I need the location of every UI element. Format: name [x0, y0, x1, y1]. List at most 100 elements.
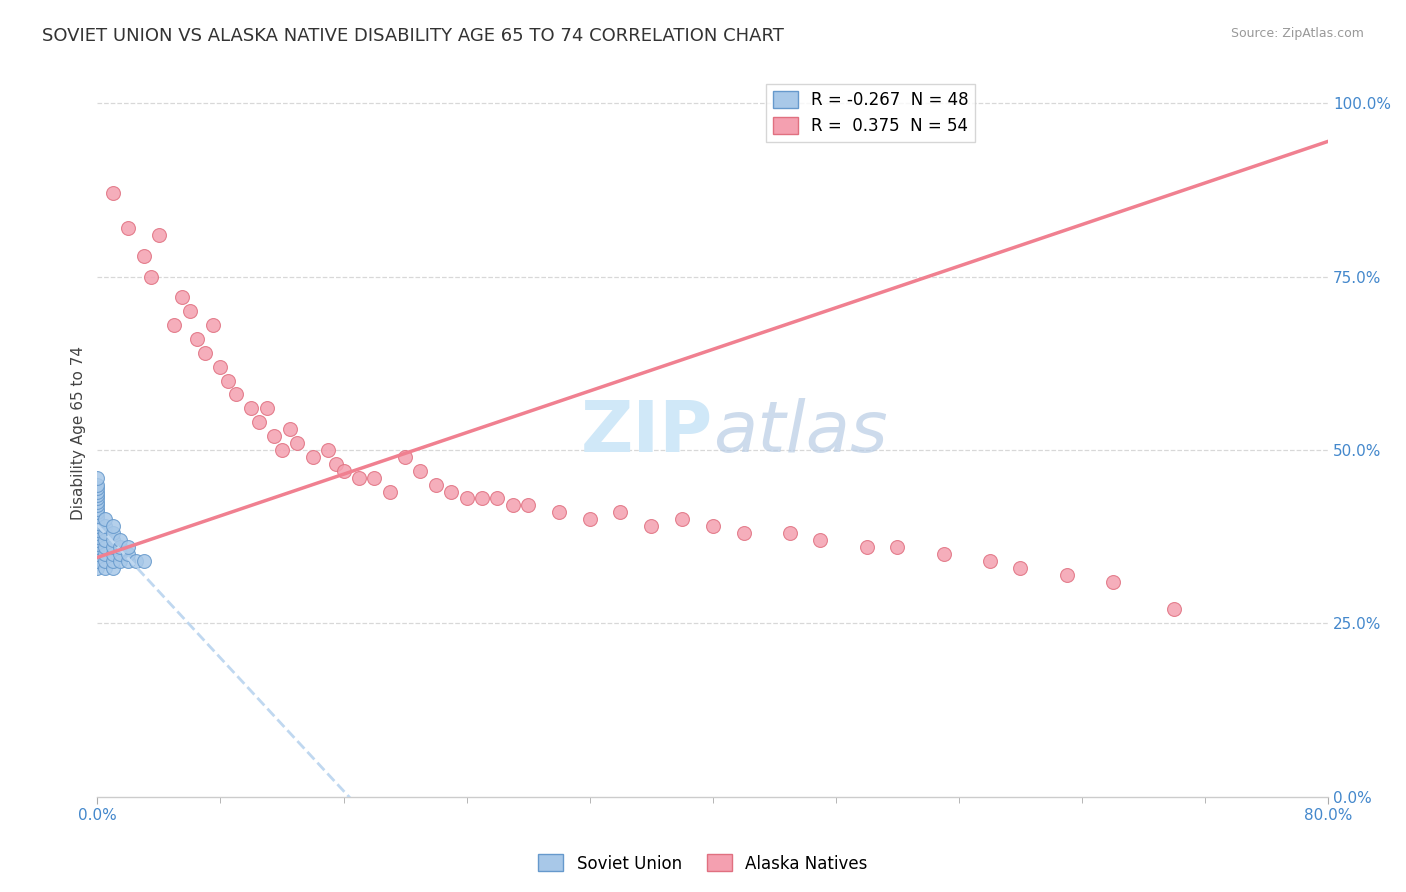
- Point: [779, 526, 801, 541]
- Point: [201, 318, 224, 332]
- Point: [1101, 574, 1123, 589]
- Point: [363, 471, 385, 485]
- Point: [101, 526, 124, 541]
- Point: [325, 457, 347, 471]
- Point: [110, 533, 132, 547]
- Legend: R = -0.267  N = 48, R =  0.375  N = 54: R = -0.267 N = 48, R = 0.375 N = 54: [766, 84, 976, 142]
- Point: [1010, 561, 1032, 575]
- Point: [979, 554, 1001, 568]
- Point: [94, 533, 117, 547]
- Point: [86, 547, 108, 561]
- Point: [101, 561, 124, 575]
- Point: [125, 554, 148, 568]
- Point: [101, 186, 124, 201]
- Point: [94, 540, 117, 554]
- Point: [1163, 602, 1185, 616]
- Point: [86, 536, 108, 550]
- Text: atlas: atlas: [713, 398, 887, 467]
- Point: [94, 554, 117, 568]
- Point: [94, 547, 117, 561]
- Point: [132, 249, 155, 263]
- Point: [409, 464, 432, 478]
- Point: [332, 464, 354, 478]
- Point: [101, 533, 124, 547]
- Point: [117, 547, 139, 561]
- Point: [640, 519, 662, 533]
- Point: [278, 422, 301, 436]
- Point: [101, 547, 124, 561]
- Point: [86, 554, 108, 568]
- Point: [86, 499, 108, 513]
- Point: [132, 554, 155, 568]
- Point: [256, 401, 278, 416]
- Point: [86, 543, 108, 558]
- Point: [86, 481, 108, 495]
- Point: [86, 471, 108, 485]
- Point: [86, 484, 108, 499]
- Point: [440, 484, 463, 499]
- Point: [194, 346, 217, 360]
- Point: [94, 526, 117, 541]
- Point: [456, 491, 478, 506]
- Text: Source: ZipAtlas.com: Source: ZipAtlas.com: [1230, 27, 1364, 40]
- Point: [86, 523, 108, 537]
- Point: [94, 561, 117, 575]
- Point: [378, 484, 401, 499]
- Point: [86, 477, 108, 491]
- Point: [471, 491, 494, 506]
- Point: [394, 450, 416, 464]
- Point: [209, 359, 232, 374]
- Point: [110, 554, 132, 568]
- Point: [179, 304, 201, 318]
- Point: [86, 488, 108, 502]
- Point: [502, 499, 524, 513]
- Point: [425, 477, 447, 491]
- Point: [247, 415, 270, 429]
- Point: [86, 519, 108, 533]
- Point: [271, 442, 294, 457]
- Point: [86, 508, 108, 523]
- Point: [86, 516, 108, 530]
- Text: SOVIET UNION VS ALASKA NATIVE DISABILITY AGE 65 TO 74 CORRELATION CHART: SOVIET UNION VS ALASKA NATIVE DISABILITY…: [42, 27, 785, 45]
- Point: [886, 540, 908, 554]
- Point: [86, 533, 108, 547]
- Point: [141, 269, 163, 284]
- Point: [101, 519, 124, 533]
- Point: [217, 374, 239, 388]
- Text: ZIP: ZIP: [581, 398, 713, 467]
- Point: [86, 495, 108, 509]
- Point: [347, 471, 370, 485]
- Point: [1056, 567, 1078, 582]
- Point: [548, 505, 571, 519]
- Point: [810, 533, 832, 547]
- Point: [578, 512, 600, 526]
- Y-axis label: Disability Age 65 to 74: Disability Age 65 to 74: [72, 345, 86, 520]
- Point: [86, 491, 108, 506]
- Point: [86, 505, 108, 519]
- Point: [101, 554, 124, 568]
- Point: [110, 540, 132, 554]
- Point: [148, 227, 170, 242]
- Point: [285, 436, 308, 450]
- Point: [110, 547, 132, 561]
- Point: [86, 540, 108, 554]
- Point: [855, 540, 877, 554]
- Point: [86, 530, 108, 544]
- Point: [94, 519, 117, 533]
- Point: [101, 540, 124, 554]
- Point: [163, 318, 186, 332]
- Point: [86, 501, 108, 516]
- Point: [186, 332, 208, 346]
- Point: [86, 512, 108, 526]
- Point: [932, 547, 955, 561]
- Point: [263, 429, 285, 443]
- Point: [117, 554, 139, 568]
- Point: [117, 540, 139, 554]
- Point: [486, 491, 509, 506]
- Point: [316, 442, 339, 457]
- Point: [733, 526, 755, 541]
- Point: [117, 221, 139, 235]
- Point: [94, 512, 117, 526]
- Point: [702, 519, 724, 533]
- Point: [301, 450, 323, 464]
